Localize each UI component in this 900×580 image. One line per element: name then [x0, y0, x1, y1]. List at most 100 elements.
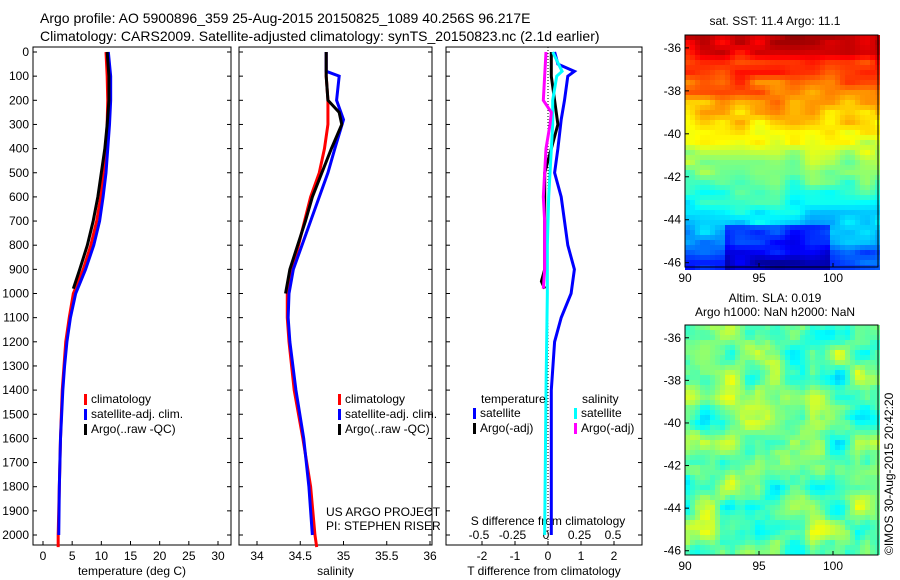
map-cell — [750, 240, 755, 245]
map-cell — [795, 380, 800, 385]
map-cell — [855, 440, 860, 445]
map-cell — [765, 190, 770, 195]
map-cell — [810, 45, 815, 50]
map-cell — [865, 115, 870, 120]
map-cell — [760, 120, 765, 125]
map-cell — [795, 55, 800, 60]
map-cell — [760, 535, 765, 540]
map-cell — [780, 85, 785, 90]
map-cell — [825, 205, 830, 210]
map-cell — [805, 420, 810, 425]
map-cell — [690, 165, 695, 170]
map-cell — [755, 455, 760, 460]
map-cell — [705, 125, 710, 130]
depth-tick-label: 700 — [9, 214, 29, 228]
map-cell — [810, 540, 815, 545]
map-cell — [835, 50, 840, 55]
map-cell — [850, 85, 855, 90]
map-cell — [780, 165, 785, 170]
map-cell — [760, 50, 765, 55]
map-cell — [760, 65, 765, 70]
map-cell — [820, 240, 825, 245]
map-cell — [825, 370, 830, 375]
map-cell — [835, 340, 840, 345]
map-cell — [740, 175, 745, 180]
map-cell — [830, 480, 835, 485]
map-cell — [830, 65, 835, 70]
map-cell — [805, 75, 810, 80]
map-cell — [805, 230, 810, 235]
map-cell — [720, 425, 725, 430]
map-cell — [685, 80, 690, 85]
map-cell — [785, 45, 790, 50]
map-cell — [695, 465, 700, 470]
map-cell — [850, 250, 855, 255]
map-cell — [800, 190, 805, 195]
map-cell — [695, 95, 700, 100]
map-cell — [795, 120, 800, 125]
legend-header-temperature: temperature — [481, 392, 546, 406]
map-cell — [855, 460, 860, 465]
map-cell — [685, 75, 690, 80]
map-cell — [795, 420, 800, 425]
map-cell — [810, 415, 815, 420]
map-cell — [835, 195, 840, 200]
map-cell — [855, 520, 860, 525]
map-cell — [850, 385, 855, 390]
map-cell — [725, 460, 730, 465]
map-cell — [740, 200, 745, 205]
map-cell — [790, 340, 795, 345]
map-cell — [690, 185, 695, 190]
sla-map-frame — [684, 324, 879, 556]
map-cell — [785, 140, 790, 145]
map-cell — [785, 385, 790, 390]
map-cell — [710, 475, 715, 480]
map-cell — [700, 425, 705, 430]
map-cell — [835, 520, 840, 525]
map-cell — [840, 245, 845, 250]
map-cell — [690, 245, 695, 250]
map-cell — [760, 325, 765, 330]
map-cell — [755, 60, 760, 65]
map-cell — [745, 215, 750, 220]
map-cell — [790, 455, 795, 460]
map-cell — [850, 160, 855, 165]
map-cell — [690, 455, 695, 460]
map-cell — [820, 400, 825, 405]
map-cell — [720, 255, 725, 260]
map-cell — [825, 405, 830, 410]
map-cell — [830, 350, 835, 355]
map-cell — [860, 130, 865, 135]
map-cell — [840, 150, 845, 155]
map-cell — [750, 540, 755, 545]
map-cell — [725, 475, 730, 480]
map-cell — [870, 125, 875, 130]
map-cell — [705, 520, 710, 525]
map-cell — [695, 360, 700, 365]
map-cell — [785, 40, 790, 45]
map-cell — [845, 165, 850, 170]
map-cell — [715, 380, 720, 385]
map-cell — [825, 85, 830, 90]
map-cell — [760, 360, 765, 365]
map-cell — [780, 50, 785, 55]
map-cell — [705, 450, 710, 455]
map-cell — [845, 460, 850, 465]
map-cell — [700, 190, 705, 195]
map-cell — [765, 245, 770, 250]
map-cell — [750, 385, 755, 390]
map-cell — [715, 95, 720, 100]
map-cell — [690, 390, 695, 395]
map-cell — [845, 520, 850, 525]
map-cell — [720, 55, 725, 60]
map-cell — [830, 525, 835, 530]
map-cell — [800, 225, 805, 230]
map-cell — [685, 150, 690, 155]
map-cell — [805, 400, 810, 405]
map-cell — [750, 95, 755, 100]
map-cell — [815, 415, 820, 420]
map-cell — [710, 255, 715, 260]
map-cell — [695, 450, 700, 455]
map-cell — [750, 170, 755, 175]
map-cell — [725, 170, 730, 175]
